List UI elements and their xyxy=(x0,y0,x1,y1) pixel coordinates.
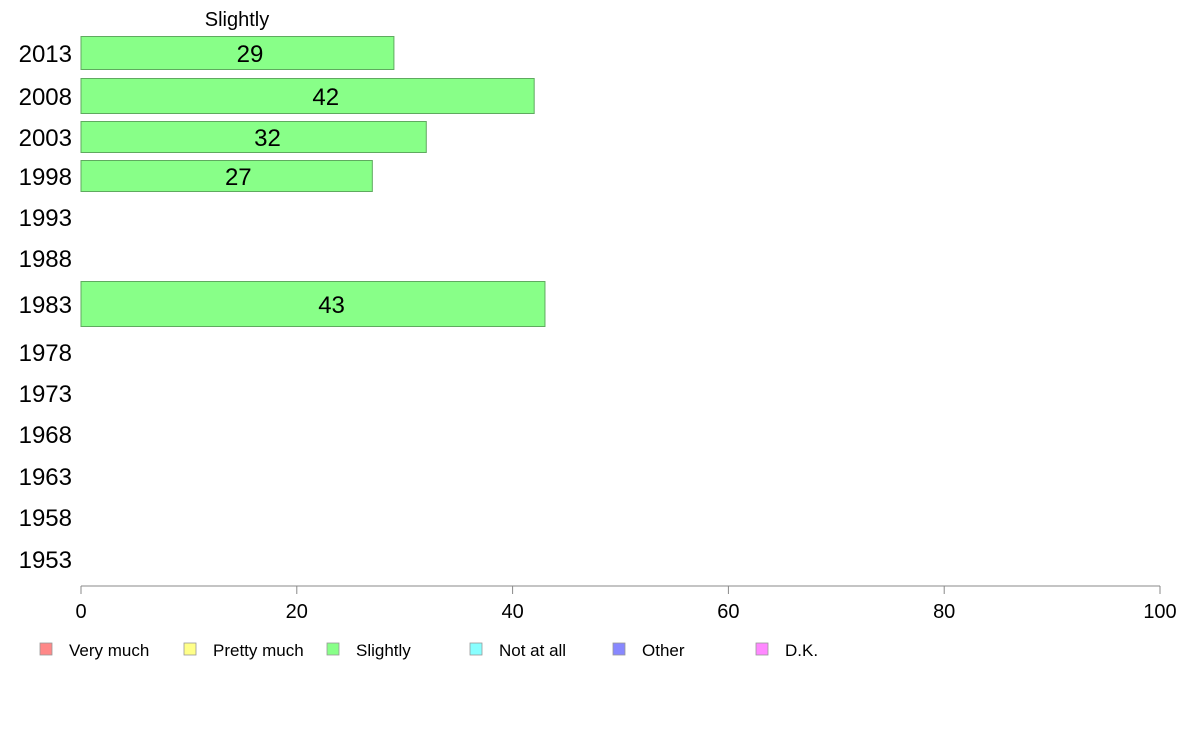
x-tick-label: 100 xyxy=(1143,601,1176,623)
y-tick-label: 1978 xyxy=(19,340,72,367)
y-tick-label: 1983 xyxy=(19,292,72,319)
bar-2003 xyxy=(80,121,427,153)
legend-swatch xyxy=(183,642,197,656)
data-label: 29 xyxy=(237,41,264,68)
y-tick-label: 1958 xyxy=(19,505,72,532)
legend-label: Slightly xyxy=(356,641,411,660)
legend-swatch xyxy=(39,642,53,656)
x-tick-label: 0 xyxy=(75,601,86,623)
y-tick-label: 1968 xyxy=(19,422,72,449)
data-label: 32 xyxy=(254,125,281,152)
y-tick-label: 1998 xyxy=(19,164,72,191)
bar-1983 xyxy=(80,281,546,327)
y-tick-label: 1963 xyxy=(19,464,72,491)
legend-swatch xyxy=(612,642,626,656)
y-tick-label: 2013 xyxy=(19,41,72,68)
x-axis: 0 20 40 60 80 100 xyxy=(75,585,1177,623)
series-title: Slightly xyxy=(205,9,269,31)
bar-2008 xyxy=(80,78,535,114)
legend-item: Pretty much xyxy=(183,641,304,660)
legend-label: Very much xyxy=(69,641,149,660)
data-label: 42 xyxy=(312,84,339,111)
legend-item: Not at all xyxy=(469,641,566,660)
y-tick-label: 1953 xyxy=(19,547,72,574)
x-tick-label: 40 xyxy=(501,601,523,623)
y-tick-label: 1988 xyxy=(19,246,72,273)
data-label: 43 xyxy=(318,292,345,319)
legend-swatch xyxy=(755,642,769,656)
legend-label: D.K. xyxy=(785,641,818,660)
legend-swatch xyxy=(469,642,483,656)
x-tick-label: 60 xyxy=(717,601,739,623)
legend-label: Pretty much xyxy=(213,641,304,660)
bar-2013 xyxy=(80,36,395,70)
y-axis-labels: 2013 2008 2003 1998 1993 1988 1983 1978 1973 1968… xyxy=(19,41,72,574)
y-tick-label: 1973 xyxy=(19,381,72,408)
legend-item: Slightly xyxy=(326,641,411,660)
x-tick-label: 80 xyxy=(933,601,955,623)
y-tick-label: 2008 xyxy=(19,84,72,111)
data-label: 27 xyxy=(225,164,252,191)
legend-item: Very much xyxy=(39,641,149,660)
legend-item: Other xyxy=(612,641,685,660)
y-tick-label: 1993 xyxy=(19,205,72,232)
x-tick-label: 20 xyxy=(286,601,308,623)
legend-swatch xyxy=(326,642,340,656)
bar-1998 xyxy=(80,160,373,192)
legend-label: Not at all xyxy=(499,641,566,660)
legend-label: Other xyxy=(642,641,685,660)
legend-item: D.K. xyxy=(755,641,818,660)
y-tick-label: 2003 xyxy=(19,125,72,152)
legend: Very much Pretty much Slightly Not at all Ot… xyxy=(39,641,818,660)
